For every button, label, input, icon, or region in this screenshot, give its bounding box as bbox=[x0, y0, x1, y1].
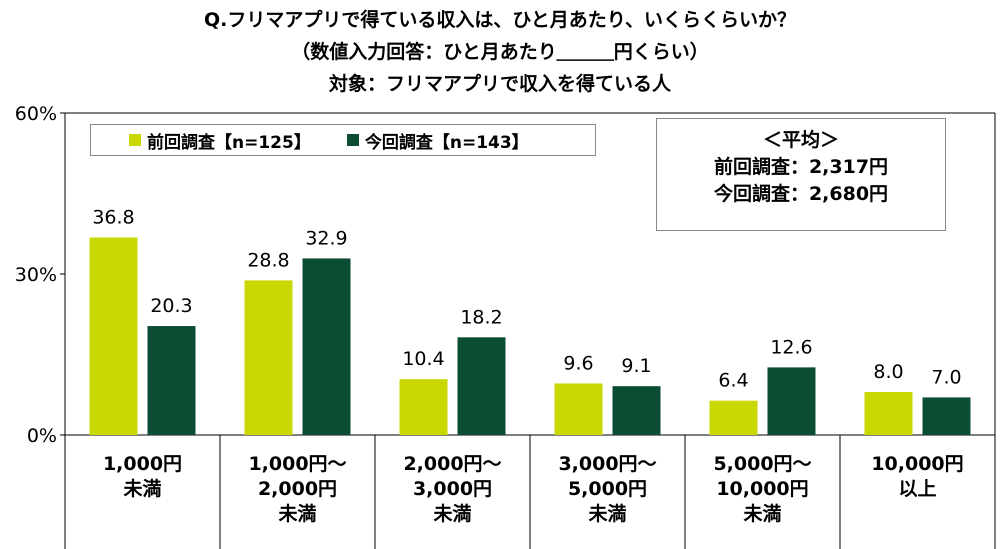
category-label-line: 未満 bbox=[278, 503, 317, 525]
bar-current bbox=[302, 258, 351, 435]
data-label: 6.4 bbox=[718, 370, 748, 392]
category-label: 3,000円～ 5,000円 未満 bbox=[530, 452, 685, 527]
data-label: 28.8 bbox=[247, 249, 289, 271]
category-label-line: 2,000円 bbox=[257, 478, 338, 500]
category-label: 1,000円 未満 bbox=[65, 452, 220, 502]
y-tick-label: 60% bbox=[15, 103, 57, 125]
average-previous: 前回調査：2,317円 bbox=[713, 156, 889, 178]
bar-current bbox=[922, 397, 971, 435]
legend-swatch-previous bbox=[129, 134, 141, 146]
category-label-line: 3,000円 bbox=[412, 478, 493, 500]
category-label-line: 10,000円 bbox=[716, 478, 809, 500]
data-label: 9.6 bbox=[563, 352, 593, 374]
data-label: 12.6 bbox=[770, 336, 812, 358]
category-label-line: 以上 bbox=[898, 478, 937, 500]
category-label-line: 1,000円 bbox=[102, 453, 183, 475]
average-box: ＜平均＞ 前回調査：2,317円 今回調査：2,680円 bbox=[656, 118, 946, 231]
category-label: 10,000円 以上 bbox=[840, 452, 995, 502]
category-label-line: 10,000円 bbox=[871, 453, 964, 475]
data-label: 32.9 bbox=[305, 227, 347, 249]
legend-label-current: 今回調査【n=143】 bbox=[364, 132, 529, 153]
data-label: 8.0 bbox=[873, 361, 903, 383]
bar-previous bbox=[709, 400, 758, 435]
legend-item-current: 今回調査【n=143】 bbox=[346, 128, 529, 153]
legend-swatch-current bbox=[346, 134, 359, 146]
category-label: 2,000円～ 3,000円 未満 bbox=[375, 452, 530, 527]
data-label: 18.2 bbox=[460, 306, 502, 328]
chart-title-line-3: 対象：フリマアプリで収入を得ている人 bbox=[328, 73, 671, 95]
data-label: 20.3 bbox=[150, 295, 192, 317]
chart-title-line-2: （数値入力回答：ひと月あたり＿＿＿円くらい） bbox=[291, 41, 709, 63]
bar-previous bbox=[864, 392, 913, 435]
legend: 前回調査【n=125】 今回調査【n=143】 bbox=[90, 124, 596, 156]
bar-current bbox=[612, 386, 661, 435]
legend-item-previous: 前回調査【n=125】 bbox=[129, 128, 311, 153]
category-label: 1,000円～ 2,000円 未満 bbox=[220, 452, 375, 527]
category-label-line: 未満 bbox=[123, 478, 162, 500]
category-label-line: 5,000円～ bbox=[713, 453, 812, 475]
y-tick-label: 30% bbox=[15, 264, 57, 286]
average-current: 今回調査：2,680円 bbox=[713, 183, 889, 205]
average-heading: ＜平均＞ bbox=[762, 129, 839, 151]
bar-current bbox=[767, 367, 816, 435]
legend-label-previous: 前回調査【n=125】 bbox=[147, 132, 311, 153]
bar-previous bbox=[554, 383, 603, 435]
category-label-line: 3,000円～ bbox=[558, 453, 657, 475]
bar-current bbox=[147, 326, 196, 435]
category-label-line: 2,000円～ bbox=[403, 453, 502, 475]
chart-title-line-1: Q.フリマアプリで得ている収入は、ひと月あたり、いくらくらいか？ bbox=[203, 9, 797, 31]
bar-previous bbox=[244, 280, 293, 435]
bar-current bbox=[457, 337, 506, 435]
bar-previous bbox=[399, 379, 448, 435]
bar-previous bbox=[89, 237, 138, 435]
data-label: 7.0 bbox=[931, 366, 961, 388]
data-label: 36.8 bbox=[92, 207, 134, 229]
category-label-line: 未満 bbox=[743, 503, 782, 525]
category-label-line: 未満 bbox=[588, 503, 627, 525]
data-label: 9.1 bbox=[621, 355, 651, 377]
category-label-line: 1,000円～ bbox=[248, 453, 347, 475]
y-tick-label: 0% bbox=[27, 425, 57, 447]
category-label-line: 5,000円 bbox=[567, 478, 648, 500]
category-label: 5,000円～ 10,000円 未満 bbox=[685, 452, 840, 527]
category-label-line: 未満 bbox=[433, 503, 472, 525]
data-label: 10.4 bbox=[402, 348, 444, 370]
